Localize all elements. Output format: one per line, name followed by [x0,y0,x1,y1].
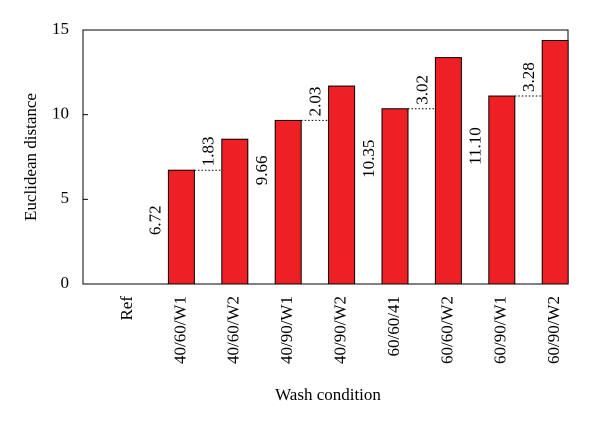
y-tick-label: 5 [61,188,70,207]
difference-label: 3.02 [412,75,431,105]
value-label: 11.10 [466,127,485,165]
difference-label: 1.83 [199,136,218,166]
x-tick-label: 60/90/W1 [491,296,510,364]
x-axis-label: Wash condition [275,385,381,404]
bar [381,108,409,285]
x-tick-label: 40/60/W1 [170,296,189,364]
y-tick-label: 15 [52,19,69,38]
value-label: 10.35 [359,140,378,178]
bar [328,85,356,285]
x-tick-label: 60/60/W2 [437,296,456,364]
difference-label: 2.03 [306,87,325,117]
x-tick-label: 40/60/W2 [224,296,243,364]
bar [167,169,195,285]
y-tick-label: 0 [61,273,70,292]
x-tick-label: 60/60/41 [384,296,403,356]
bar [488,95,516,285]
bar [274,119,302,285]
x-tick-label: Ref [117,296,136,321]
y-tick-label: 10 [52,104,69,123]
x-tick-label: 60/90/W2 [544,296,563,364]
bar [541,39,569,285]
x-tick-label: 40/90/W2 [331,296,350,364]
value-label: 6.72 [145,205,164,235]
x-tick-label: 40/90/W1 [277,296,296,364]
difference-label: 3.28 [519,62,538,92]
bar [434,57,462,285]
y-axis-label: Euclidean distance [21,93,40,221]
value-label: 9.66 [252,156,271,186]
bar [221,138,249,285]
